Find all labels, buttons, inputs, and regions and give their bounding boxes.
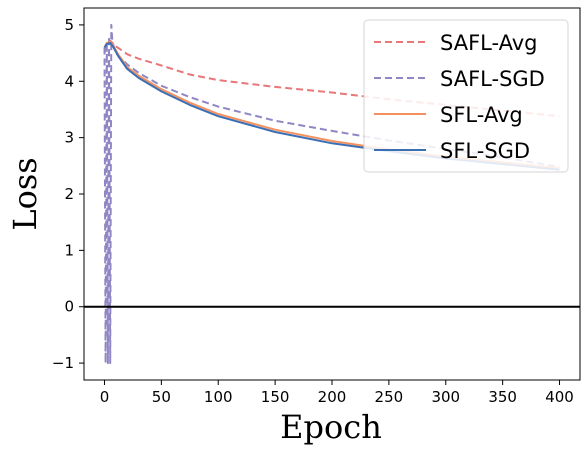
legend-label: SAFL-SGD	[440, 67, 545, 91]
series-line-safl-avg	[103, 39, 560, 118]
y-tick-label: 1	[64, 241, 74, 259]
legend-label: SFL-Avg	[440, 103, 523, 127]
y-tick-label: 0	[64, 298, 74, 316]
legend-box	[363, 19, 569, 173]
x-tick-label: 350	[488, 388, 517, 406]
x-tick-label: 0	[100, 388, 110, 406]
legend-label: SAFL-Avg	[440, 31, 538, 55]
y-tick-label: 5	[64, 16, 74, 34]
x-axis-label: Epoch	[280, 408, 382, 446]
legend-label: SFL-SGD	[440, 139, 530, 163]
y-tick-label: −1	[52, 354, 74, 372]
x-tick-label: 400	[545, 388, 574, 406]
x-tick-label: 50	[152, 388, 171, 406]
x-tick-label: 150	[261, 388, 290, 406]
y-tick-label: 3	[64, 129, 74, 147]
y-tick-label: 2	[64, 185, 74, 203]
y-axis-label: Loss	[6, 157, 44, 230]
x-tick-label: 250	[375, 388, 404, 406]
x-tick-label: 100	[204, 388, 233, 406]
x-tick-label: 300	[431, 388, 460, 406]
y-tick-label: 4	[64, 72, 74, 90]
x-tick-label: 200	[318, 388, 347, 406]
